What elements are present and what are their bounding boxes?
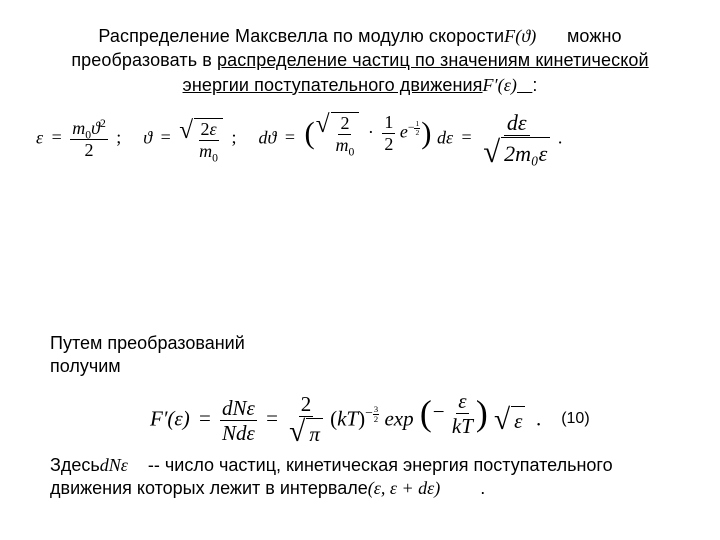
eq10-body: F′(ε) = dNε Ndε = 2 √ π (kT)−32 exp ( xyxy=(150,390,541,448)
eq10-pi: π xyxy=(306,418,323,447)
sym-eq2: = xyxy=(157,127,175,147)
here-tail: . xyxy=(480,478,485,498)
eq10-dNeps: dNε xyxy=(220,397,257,421)
here-text: ЗдесьdNε -- число частиц, кинетическая э… xyxy=(50,454,682,501)
intro-colon: : xyxy=(532,75,537,95)
sym-theta2: ϑ xyxy=(143,127,152,147)
sym-dtheta: dϑ xyxy=(258,127,276,147)
sym-eq4: = xyxy=(458,127,476,147)
eq10-Nde: Ndε xyxy=(220,421,257,444)
sym-dNeps-inline: dNε xyxy=(100,455,128,475)
eq-eps-def: ε = m0ϑ2 2 ; xyxy=(36,119,125,160)
fn-F-theta: F(ϑ) xyxy=(504,26,536,46)
eq10-exp: exp xyxy=(384,406,413,430)
sym-interval: (ε, ε + dε) xyxy=(368,478,440,498)
sym-eps: ε xyxy=(36,127,43,147)
sym-m0sub3: 0 xyxy=(349,146,355,159)
lparen2-icon: ( xyxy=(419,399,433,428)
fn-Fprime-eps: F′(ε) xyxy=(483,75,518,95)
eq10-eq1: = xyxy=(195,406,215,430)
intro-underlined: распределение частиц по значениям кинети… xyxy=(183,50,649,94)
eq10-2b: 2 xyxy=(373,415,379,424)
surd-icon: √ xyxy=(179,118,194,161)
sym-half-n: 1 xyxy=(382,113,395,134)
eq10-minus: − xyxy=(365,405,373,420)
sym-dot: · xyxy=(364,122,378,142)
eq10-2: 2 xyxy=(299,393,314,417)
eq-dtheta-def: dϑ = ( √ 2 m0 · xyxy=(258,111,562,168)
equation-10-label: (10) xyxy=(561,410,589,428)
sym-e: e xyxy=(400,122,408,142)
eq10-kT1: kT xyxy=(337,406,358,430)
lparen-icon: ( xyxy=(303,121,315,145)
sym-2b: 2 xyxy=(201,119,210,139)
eq10-eq2: = xyxy=(262,406,282,430)
sym-de2: dε xyxy=(504,111,530,136)
rparen-icon: ) xyxy=(420,121,432,145)
sym-sc2: ; xyxy=(227,127,240,147)
rparen2-icon: ) xyxy=(475,399,489,428)
sym-m0sub2: 0 xyxy=(212,151,218,164)
sym-period1: . xyxy=(558,127,563,147)
sym-2m0eps: 2m₀ε xyxy=(504,142,547,165)
surd4-icon: √ xyxy=(289,418,306,447)
surd3-icon: √ xyxy=(483,137,501,168)
sym-den2a: 2 xyxy=(83,140,96,160)
sym-half-d: 2 xyxy=(382,134,395,154)
intro-text: Распределение Максвелла по модулю скорос… xyxy=(36,24,684,97)
equation-10: F′(ε) = dNε Ndε = 2 √ π (kT)−32 exp ( xyxy=(150,390,590,448)
here-part1: Здесь xyxy=(50,455,100,475)
intro-part1: Распределение Максвелла по модулю скорос… xyxy=(98,26,504,46)
eq10-kT2: kT xyxy=(450,414,475,437)
surd2-icon: √ xyxy=(316,112,331,155)
eq10-sqrteps: ε xyxy=(511,406,525,435)
eq10-eps: ε xyxy=(456,390,468,414)
sym-m: m xyxy=(72,118,85,138)
intro-tail-space xyxy=(517,75,532,95)
sym-eq3: = xyxy=(281,127,299,147)
here-part2: -- число частиц, кинетическая энергия по… xyxy=(50,455,613,498)
sym-m2: m xyxy=(199,141,212,161)
definition-equations: ε = m0ϑ2 2 ; ϑ = √ 2ε m0 ; xyxy=(36,111,684,168)
transform-text: Путем преобразований получим xyxy=(50,332,320,379)
sym-eq1: = xyxy=(48,127,66,147)
sym-2c: 2 xyxy=(338,114,351,135)
sym-eps2: ε xyxy=(210,119,217,139)
sym-sc1: ; xyxy=(112,127,125,147)
sym-sq: 2 xyxy=(100,117,106,130)
slide: Распределение Максвелла по модулю скорос… xyxy=(0,0,720,540)
eq10-minus2: − xyxy=(433,399,445,423)
sym-m3: m xyxy=(336,135,349,155)
eq10-lhs: F′(ε) xyxy=(150,406,190,430)
eq-theta-def: ϑ = √ 2ε m0 ; xyxy=(143,118,240,161)
sym-theta1: ϑ xyxy=(91,118,100,138)
eq10-period: . xyxy=(536,406,541,430)
sym-de1: dε xyxy=(437,127,453,147)
surd5-icon: √ xyxy=(494,406,511,435)
